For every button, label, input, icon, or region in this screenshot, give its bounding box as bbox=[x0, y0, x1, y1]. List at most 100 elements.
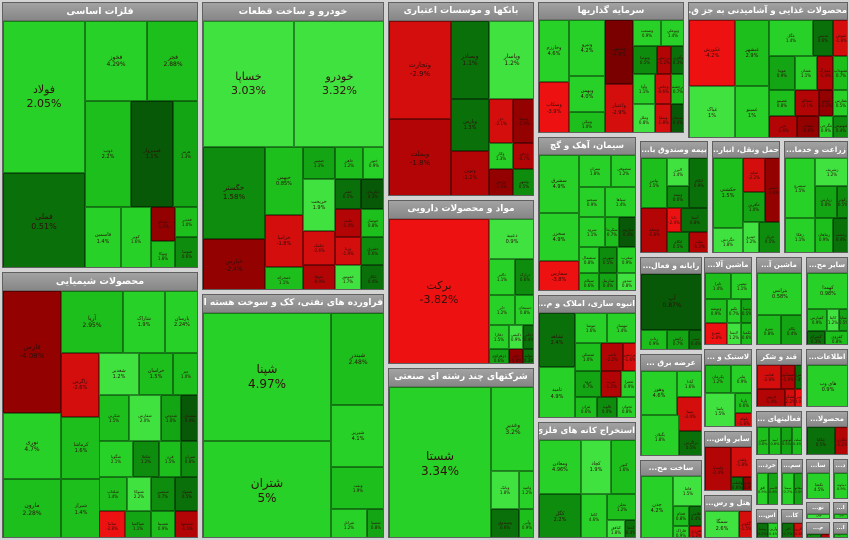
stock-tile[interactable]: وآتی 0.9% bbox=[519, 509, 533, 537]
stock-tile[interactable]: درازک 0.6% bbox=[515, 259, 533, 295]
stock-tile[interactable]: فارس -4.08% bbox=[3, 291, 61, 413]
stock-tile[interactable]: شبریز 4.1% bbox=[331, 405, 383, 467]
stock-tile[interactable]: شبصیر 0.7% bbox=[151, 477, 175, 511]
stock-tile[interactable]: وآرین 0.4% bbox=[768, 523, 777, 537]
stock-tile[interactable]: مارون 2.28% bbox=[3, 479, 61, 537]
stock-tile[interactable]: ونفت 1.9% bbox=[331, 467, 383, 509]
stock-tile[interactable]: دسبحان 0.8% bbox=[515, 295, 533, 325]
stock-tile[interactable]: وبصادر 1.1% bbox=[451, 21, 489, 99]
stock-tile[interactable]: قزوین -1.4% bbox=[757, 389, 785, 406]
stock-tile[interactable]: سکرما 0.7% bbox=[605, 217, 619, 247]
stock-tile[interactable]: فلامی 0.4% bbox=[689, 506, 701, 526]
stock-tile[interactable]: خراسان 1.5% bbox=[139, 353, 173, 395]
stock-tile[interactable]: قمرو0.4% bbox=[795, 365, 801, 389]
stock-tile[interactable]: اخابر 0.4% bbox=[834, 534, 847, 537]
stock-tile[interactable]: بمپنا -2.4% bbox=[677, 397, 701, 431]
stock-tile[interactable]: وساپا -1.8% bbox=[655, 104, 671, 132]
stock-tile[interactable]: رتاپ 0.9% bbox=[641, 330, 667, 349]
stock-tile[interactable]: خموتور 1.7% bbox=[335, 265, 361, 289]
stock-tile[interactable]: زماهان 0.9% bbox=[815, 218, 833, 252]
stock-tile[interactable]: سفارس -3.8% bbox=[539, 261, 579, 290]
stock-tile[interactable]: خپارس -2.4% bbox=[203, 239, 265, 289]
stock-tile[interactable]: ذوب 2.2% bbox=[85, 101, 131, 207]
stock-tile[interactable]: گکوثر -1.5% bbox=[739, 511, 751, 537]
stock-tile[interactable]: وخارزم 4.6% bbox=[539, 20, 569, 82]
stock-tile[interactable]: حکشتی 1.5% bbox=[713, 158, 743, 228]
stock-tile[interactable]: هرمز 1.3% bbox=[173, 101, 197, 207]
stock-tile[interactable]: آسیا 0.8% bbox=[681, 208, 707, 232]
stock-tile[interactable]: سفانو 0.5% bbox=[794, 473, 802, 504]
stock-tile[interactable]: غفارس 0.5% bbox=[833, 90, 847, 116]
stock-tile[interactable]: غنوش -1.8% bbox=[833, 20, 847, 56]
stock-tile[interactable]: شکربن 1.5% bbox=[99, 395, 129, 441]
stock-tile[interactable]: ثجوان 0.8% bbox=[617, 397, 635, 417]
stock-tile[interactable]: شفارس 2.0% bbox=[129, 395, 161, 441]
stock-tile[interactable]: غمینو 1% bbox=[735, 86, 769, 137]
stock-tile[interactable]: تفیرو -2.8% bbox=[705, 323, 727, 344]
stock-tile[interactable]: ورنا -1.9% bbox=[335, 237, 361, 265]
stock-tile[interactable]: داوه -0.8% bbox=[509, 349, 523, 363]
stock-tile[interactable]: سشمال 0.8% bbox=[579, 247, 599, 273]
stock-tile[interactable]: قنیشابور -1.9% bbox=[781, 365, 795, 389]
stock-tile[interactable]: دجابر 0.4% bbox=[523, 325, 533, 349]
stock-tile[interactable]: خاهن 1.2% bbox=[335, 147, 363, 179]
stock-tile[interactable]: دانا -2.4% bbox=[667, 208, 681, 232]
stock-tile[interactable]: دالبر 1.1% bbox=[489, 259, 515, 295]
stock-tile[interactable]: ولملت 0.6% bbox=[731, 477, 743, 490]
stock-tile[interactable]: بترانس 0.58% bbox=[757, 273, 801, 315]
stock-tile[interactable]: وآفری 0.3% bbox=[671, 46, 683, 74]
stock-tile[interactable]: ومعادن 4.96% bbox=[539, 440, 581, 494]
stock-tile[interactable]: وبملت -1.8% bbox=[389, 119, 451, 195]
stock-tile[interactable]: خبهمن 0.85% bbox=[265, 147, 303, 215]
stock-tile[interactable]: میدکو -1.2% bbox=[151, 207, 175, 241]
stock-tile[interactable]: غپاک 1% bbox=[689, 86, 735, 137]
stock-tile[interactable]: خوساز 0.8% bbox=[361, 209, 383, 237]
stock-tile[interactable]: غپینو -1.2% bbox=[819, 90, 833, 116]
stock-tile[interactable]: فجام 0.8% bbox=[673, 506, 689, 526]
stock-tile[interactable]: خزامیا -1.8% bbox=[265, 215, 303, 267]
stock-tile[interactable]: فملی 0.51% bbox=[3, 173, 85, 267]
stock-tile[interactable]: وصنا 0.5% bbox=[741, 299, 751, 323]
stock-tile[interactable]: خکرمان 0.3% bbox=[361, 179, 383, 209]
stock-tile[interactable]: ختوقا -0.9% bbox=[303, 265, 335, 289]
stock-tile[interactable]: فاما 1.5% bbox=[673, 476, 701, 506]
stock-tile[interactable]: وکار 1.3% bbox=[489, 143, 513, 169]
stock-tile[interactable]: تکشا 4.5% bbox=[807, 473, 829, 498]
stock-tile[interactable]: خشرق 0.6% bbox=[361, 237, 383, 265]
stock-tile[interactable]: اتکام 0.9% bbox=[689, 158, 707, 208]
stock-tile[interactable]: کگل 2.2% bbox=[539, 494, 581, 537]
stock-tile[interactable]: حآفرین 1.0% bbox=[743, 192, 765, 222]
stock-tile[interactable]: وسنا 0.5% bbox=[757, 523, 768, 537]
stock-tile[interactable]: خکمک -2.6% bbox=[303, 231, 335, 265]
stock-tile[interactable]: ثعمرا 0.9% bbox=[621, 371, 635, 397]
stock-tile[interactable]: غشاذر -0.8% bbox=[797, 116, 819, 137]
stock-tile[interactable]: پتایر 0.9% bbox=[731, 365, 751, 393]
stock-tile[interactable]: سدور 0.8% bbox=[617, 273, 635, 290]
stock-tile[interactable]: کنور 1.6% bbox=[611, 440, 635, 494]
stock-tile[interactable]: دکیمی 0.9% bbox=[509, 325, 523, 349]
stock-tile[interactable]: شدوص 1.0% bbox=[161, 395, 181, 441]
stock-tile[interactable]: ثمسکن 1.0% bbox=[575, 343, 601, 371]
stock-tile[interactable]: شصفها -1.5% bbox=[175, 511, 197, 537]
stock-tile[interactable]: مرقام -0.5% bbox=[821, 534, 829, 537]
stock-tile[interactable]: ثبهساز 1.4% bbox=[607, 313, 635, 343]
stock-tile[interactable]: غشهداب 0.7% bbox=[833, 56, 847, 90]
stock-tile[interactable]: خساپا 3.03% bbox=[203, 21, 294, 147]
stock-tile[interactable]: فاراک 0.9% bbox=[673, 526, 689, 537]
stock-tile[interactable]: سشرق 4.9% bbox=[539, 155, 579, 213]
stock-tile[interactable]: سخزر 4.9% bbox=[539, 213, 579, 261]
stock-tile[interactable]: نوری 4.7% bbox=[3, 413, 61, 479]
stock-tile[interactable]: وشهر 0.5% bbox=[513, 169, 533, 195]
stock-tile[interactable]: وسبحان 0.4% bbox=[671, 104, 683, 132]
stock-tile[interactable]: کقزوی 0.8% bbox=[825, 331, 847, 344]
stock-tile[interactable]: سرچشمه0.7% bbox=[671, 74, 683, 104]
stock-tile[interactable]: وبوعلی 1.4% bbox=[661, 20, 683, 46]
stock-tile[interactable]: کویر 1.6% bbox=[121, 207, 151, 267]
stock-tile[interactable]: برکت -3.82% bbox=[389, 219, 489, 363]
stock-tile[interactable]: فغدیر 1.0% bbox=[175, 207, 197, 237]
stock-tile[interactable]: فتوسا 0.6% bbox=[175, 237, 197, 267]
stock-tile[interactable]: خمحرکه 1.1% bbox=[265, 267, 303, 289]
stock-tile[interactable]: البرز 1.4% bbox=[667, 158, 689, 186]
stock-tile[interactable]: امید 0.6% bbox=[769, 427, 781, 454]
stock-tile[interactable]: خودرو 3.32% bbox=[294, 21, 383, 147]
